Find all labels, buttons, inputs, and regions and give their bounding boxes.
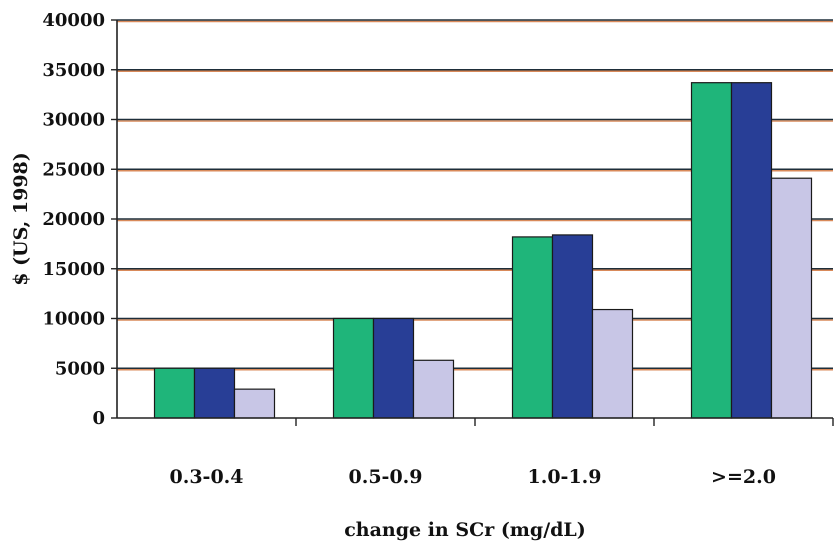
axes-group <box>111 19 834 426</box>
x-axis-title: change in SCr (mg/dL) <box>344 519 586 541</box>
gridlines <box>117 19 833 371</box>
bar <box>193 367 236 419</box>
bar <box>412 359 455 419</box>
y-tick-label: 5000 <box>55 358 105 379</box>
y-tick-labels: 0 5000 10000 15000 20000 25000 30000 35000 40000 <box>42 10 105 429</box>
x-tick-label: 0.3-0.4 <box>170 466 244 488</box>
y-tick-label: 20000 <box>42 209 105 230</box>
x-tick-labels: 0.3-0.4 0.5-0.9 1.0-1.9 >=2.0 <box>170 466 776 488</box>
bar <box>591 308 634 419</box>
bar <box>153 367 196 419</box>
y-tick-label: 30000 <box>42 110 105 131</box>
y-tick-label: 0 <box>92 408 105 429</box>
y-axis-title: $ (US, 1998) <box>10 152 32 286</box>
bar <box>730 82 773 419</box>
y-tick-label: 40000 <box>42 10 105 31</box>
bar <box>770 177 813 419</box>
bar <box>511 236 554 419</box>
y-tick-label: 10000 <box>42 309 105 330</box>
x-tick-label: 0.5-0.9 <box>349 466 423 488</box>
bar <box>690 82 733 419</box>
bar <box>332 317 375 419</box>
y-tick-label: 35000 <box>42 60 105 81</box>
x-tick-label: >=2.0 <box>711 466 776 488</box>
x-tick-label: 1.0-1.9 <box>528 466 602 488</box>
bar <box>372 317 415 419</box>
bars-group <box>153 82 813 419</box>
y-tick-label: 25000 <box>42 159 105 180</box>
bar <box>233 388 276 419</box>
y-tick-label: 15000 <box>42 259 105 280</box>
bar <box>551 234 594 419</box>
